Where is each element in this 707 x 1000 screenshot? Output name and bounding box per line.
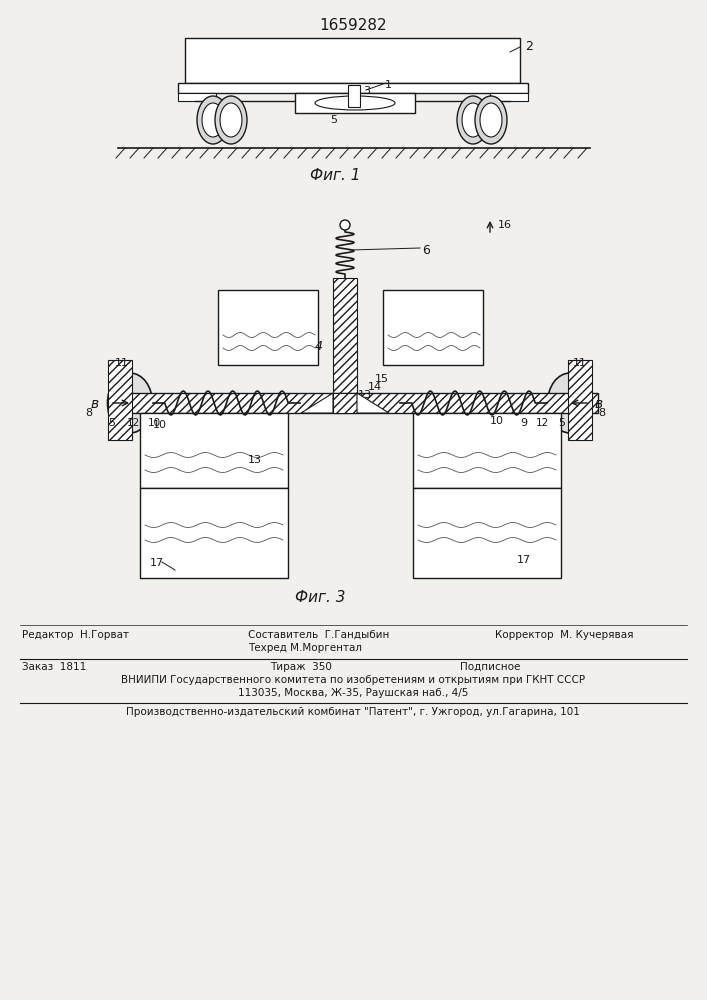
Ellipse shape [202, 103, 224, 137]
Text: 8: 8 [598, 408, 605, 418]
Text: 5: 5 [108, 418, 115, 428]
Bar [140, 488, 288, 578]
Text: 11: 11 [573, 358, 587, 368]
Bar [178, 93, 216, 101]
Text: 2: 2 [525, 40, 533, 53]
Bar [490, 93, 528, 101]
Text: Корректор  М. Кучерявая: Корректор М. Кучерявая [495, 630, 633, 640]
Ellipse shape [107, 373, 153, 433]
Text: в: в [594, 397, 602, 411]
Bar [333, 393, 357, 413]
Bar [178, 83, 528, 93]
Text: 5: 5 [330, 115, 337, 125]
Text: 11: 11 [115, 358, 129, 368]
Text: Фиг. 1: Фиг. 1 [310, 168, 361, 183]
Circle shape [340, 220, 350, 230]
Ellipse shape [547, 373, 592, 433]
Text: Техред М.Моргентал: Техред М.Моргентал [248, 643, 362, 653]
Ellipse shape [197, 96, 229, 144]
Text: 4: 4 [315, 340, 323, 353]
Ellipse shape [315, 96, 395, 110]
Text: 17: 17 [150, 558, 164, 568]
Bar [413, 413, 561, 488]
Text: 10: 10 [490, 416, 504, 426]
Bar [295, 93, 415, 113]
Ellipse shape [220, 103, 242, 137]
Text: в: в [90, 397, 98, 411]
Text: 12: 12 [536, 418, 549, 428]
Text: 5: 5 [558, 418, 565, 428]
Text: 14: 14 [368, 382, 382, 392]
Text: 13: 13 [358, 390, 372, 400]
Polygon shape [301, 393, 333, 413]
Text: 3: 3 [363, 86, 370, 96]
Bar [218, 290, 318, 365]
Bar [185, 38, 520, 83]
Ellipse shape [462, 103, 484, 137]
Text: ВНИИПИ Государственного комитета по изобретениям и открытиям при ГКНТ СССР: ВНИИПИ Государственного комитета по изоб… [121, 675, 585, 685]
Bar [413, 488, 561, 578]
Bar [108, 393, 598, 413]
Text: Фиг. 3: Фиг. 3 [295, 590, 346, 605]
Text: Редактор  Н.Горват: Редактор Н.Горват [22, 630, 129, 640]
Text: 8: 8 [85, 408, 92, 418]
Text: 15: 15 [375, 374, 389, 384]
Text: 13: 13 [248, 455, 262, 465]
Text: 17: 17 [517, 555, 531, 565]
Text: 12: 12 [127, 418, 140, 428]
Bar [348, 85, 360, 107]
Text: Заказ  1811: Заказ 1811 [22, 662, 86, 672]
Text: 16: 16 [498, 220, 512, 230]
Text: Тираж  350: Тираж 350 [270, 662, 332, 672]
Text: Подписное: Подписное [460, 662, 520, 672]
Ellipse shape [457, 96, 489, 144]
Text: 1: 1 [385, 80, 392, 90]
Bar [108, 360, 132, 440]
Text: Составитель  Г.Гандыбин: Составитель Г.Гандыбин [248, 630, 390, 640]
Text: 1659282: 1659282 [319, 18, 387, 33]
Bar [140, 413, 288, 488]
Text: 10: 10 [148, 418, 161, 428]
Text: 6: 6 [422, 244, 430, 257]
Ellipse shape [215, 96, 247, 144]
Text: 9: 9 [520, 418, 527, 428]
Text: Производственно-издательский комбинат "Патент", г. Ужгород, ул.Гагарина, 101: Производственно-издательский комбинат "П… [126, 707, 580, 717]
Text: 113035, Москва, Ж-35, Раушская наб., 4/5: 113035, Москва, Ж-35, Раушская наб., 4/5 [238, 688, 468, 698]
Polygon shape [357, 393, 389, 413]
Bar [383, 290, 483, 365]
Ellipse shape [480, 103, 502, 137]
Bar [333, 278, 357, 393]
Ellipse shape [475, 96, 507, 144]
Bar [568, 360, 592, 440]
Text: 10: 10 [153, 420, 167, 430]
